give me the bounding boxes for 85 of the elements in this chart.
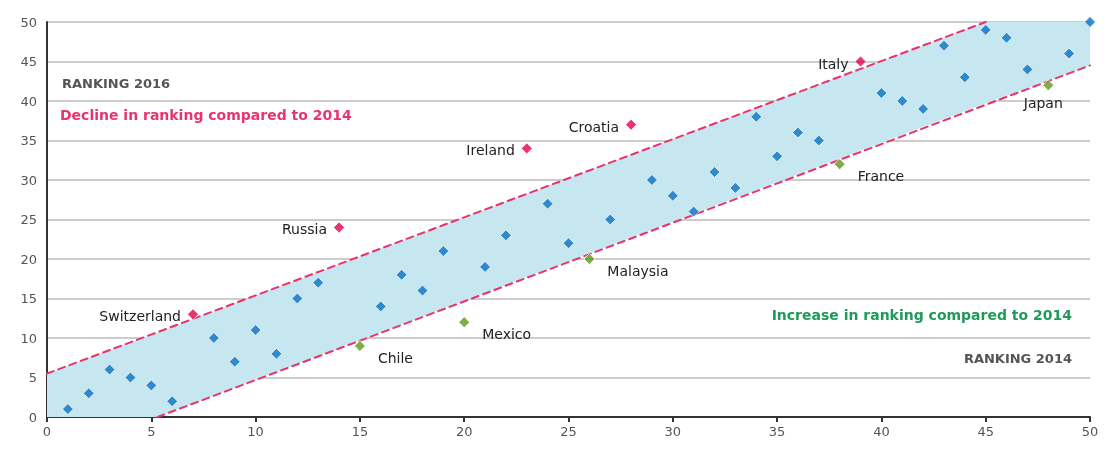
y-tick-label: 5 [28, 370, 37, 385]
point [541, 197, 554, 210]
annotation: Increase in ranking compared to 2014 [771, 307, 1073, 323]
point [958, 71, 971, 84]
y-tick-label: 45 [20, 54, 37, 69]
annotation: Switzerland [99, 308, 182, 325]
point [437, 245, 450, 258]
point [333, 221, 346, 234]
y-axis-title: RANKING 2016 [62, 76, 171, 91]
point [312, 276, 325, 289]
point [479, 260, 492, 273]
point [416, 284, 429, 297]
point [520, 142, 533, 155]
point [1063, 47, 1076, 60]
y-tick-label: 50 [20, 14, 37, 30]
point [82, 387, 95, 400]
y-tick-label: 20 [20, 251, 37, 267]
point [917, 102, 930, 115]
point [145, 379, 158, 392]
x-tick-label: 50 [1081, 424, 1099, 439]
point [604, 213, 617, 226]
point [791, 126, 804, 139]
annotation: France [857, 168, 905, 185]
x-tick-label: 35 [768, 424, 786, 439]
point [395, 268, 408, 281]
point [750, 110, 763, 123]
point [812, 134, 825, 147]
point [61, 403, 74, 416]
point [583, 253, 596, 265]
point [645, 174, 658, 186]
x-tick-label: 45 [977, 424, 994, 439]
point [249, 324, 262, 337]
point [1042, 79, 1055, 92]
point [687, 205, 700, 218]
x-tick-label: 40 [873, 424, 890, 439]
point [124, 371, 137, 384]
point [833, 158, 846, 171]
point [625, 118, 638, 131]
annotation: Chile [377, 349, 413, 366]
y-tick-label: 30 [20, 172, 37, 188]
point [708, 166, 721, 179]
point [166, 395, 179, 408]
point [896, 95, 909, 107]
y-tick-label: 40 [20, 93, 37, 109]
point [374, 300, 387, 313]
point [187, 308, 200, 321]
point [875, 87, 888, 100]
point [666, 189, 679, 202]
annotation: Croatia [568, 118, 620, 135]
annotation: Decline in ranking compared to 2014 [60, 107, 352, 123]
x-tick-label: 30 [664, 424, 682, 439]
annotation: Russia [282, 221, 328, 238]
point [228, 355, 241, 368]
annotation: Japan [1022, 95, 1063, 112]
point [1000, 31, 1013, 44]
point [270, 347, 283, 360]
y-tick-label: 25 [20, 212, 37, 227]
point [979, 23, 992, 36]
annotation: Ireland [466, 142, 515, 159]
x-tick-label: 0 [42, 424, 52, 439]
x-tick-label: 10 [247, 424, 264, 439]
point [854, 55, 867, 68]
y-tick-label: 15 [20, 291, 37, 306]
point [562, 237, 575, 250]
y-tick-label: 10 [20, 330, 37, 346]
point [729, 181, 742, 194]
x-axis-title: RANKING 2014 [963, 351, 1073, 366]
x-tick-label: 25 [560, 424, 577, 439]
point [353, 339, 366, 352]
x-tick-label: 5 [147, 424, 156, 439]
point [291, 292, 304, 305]
point [103, 363, 116, 376]
y-tick-label: 35 [20, 133, 37, 148]
y-tick-label: 0 [28, 409, 37, 425]
annotation: Mexico [482, 326, 532, 343]
x-tick-label: 15 [351, 424, 369, 439]
point [458, 316, 471, 329]
annotation: Malaysia [607, 263, 669, 279]
point [937, 39, 950, 52]
annotation: Italy [818, 55, 849, 72]
point [207, 332, 220, 344]
x-tick-label: 20 [455, 424, 473, 439]
point [1084, 16, 1096, 28]
point [499, 229, 512, 242]
point [771, 150, 784, 163]
